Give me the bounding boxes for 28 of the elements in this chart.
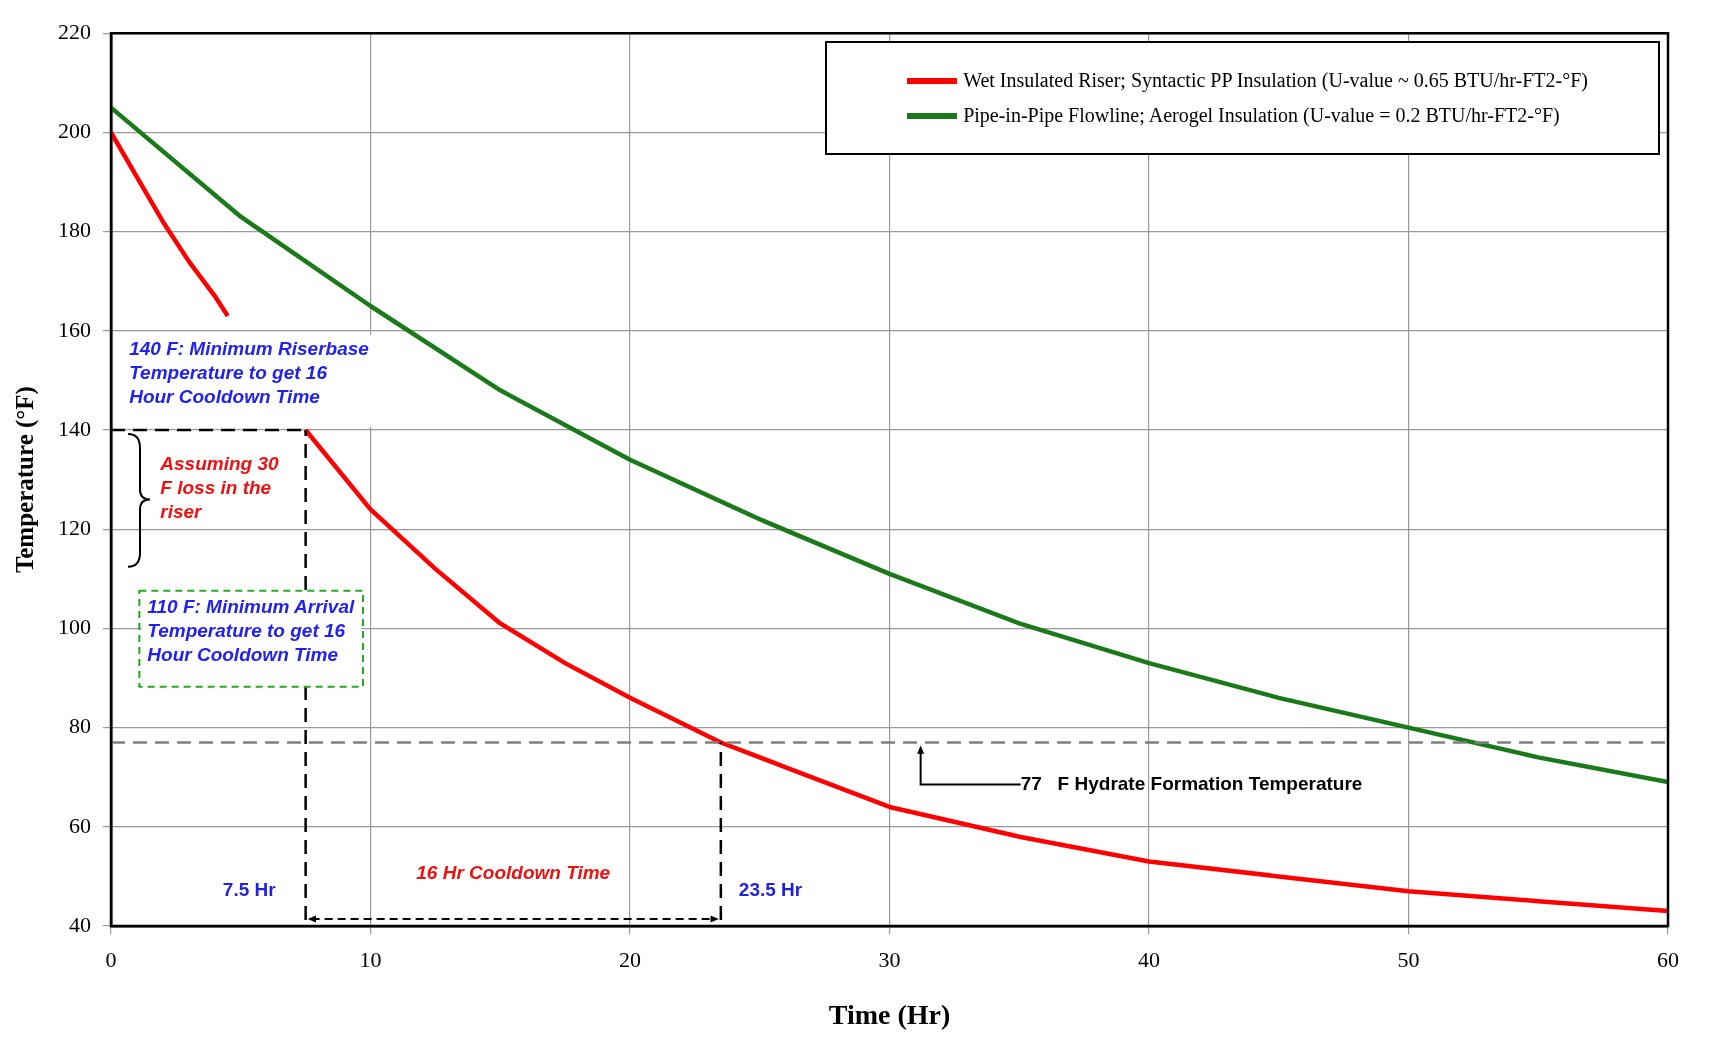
- x-tick-label: 10: [359, 946, 382, 972]
- y-tick-label: 180: [58, 217, 91, 243]
- y-tick-label: 200: [58, 118, 91, 144]
- y-tick-label: 40: [69, 911, 91, 937]
- x-tick-label: 60: [1657, 946, 1679, 972]
- x-tick-label: 30: [878, 946, 901, 972]
- x-tick-label: 40: [1138, 946, 1160, 972]
- y-tick-label: 100: [58, 614, 91, 640]
- x-tick-label: 50: [1397, 946, 1420, 972]
- y-tick-label: 160: [58, 316, 91, 342]
- ref-line-label: 7.5 Hr: [222, 879, 277, 901]
- x-tick-label: 20: [619, 946, 641, 972]
- ref-line-label: 23.5 Hr: [738, 879, 803, 901]
- x-tick-label: 0: [105, 946, 117, 972]
- y-tick-label: 120: [58, 514, 91, 540]
- annotation: 110 F: Minimum Arrival Temperature to get 16 Hour Cooldown Time: [147, 596, 355, 666]
- annotation: 16 Hr Cooldown Time: [416, 862, 611, 884]
- legend-label: Wet Insulated Riser; Syntactic PP Insulation (U-value ~ 0.65 BTU/hr-FT2-°F): [963, 69, 1588, 93]
- y-axis-title: Temperature (°F): [11, 386, 40, 574]
- legend-label: Pipe-in-Pipe Flowline; Aerogel Insulation (U-value = 0.2 BTU/hr-FT2-°F): [963, 104, 1560, 128]
- annotation: 140 F: Minimum Riserbase Temperature to get 16 Hour Cooldown Time: [129, 338, 370, 408]
- ref-line-label: 77 F Hydrate Formation Temperature: [1020, 772, 1363, 794]
- x-axis-title: Time (Hr): [828, 999, 951, 1031]
- y-tick-label: 140: [58, 415, 91, 441]
- y-tick-label: 80: [69, 713, 91, 739]
- annotation: Assuming 30 F loss in the riser: [159, 452, 279, 522]
- y-tick-label: 220: [58, 18, 91, 44]
- y-tick-label: 60: [69, 812, 91, 838]
